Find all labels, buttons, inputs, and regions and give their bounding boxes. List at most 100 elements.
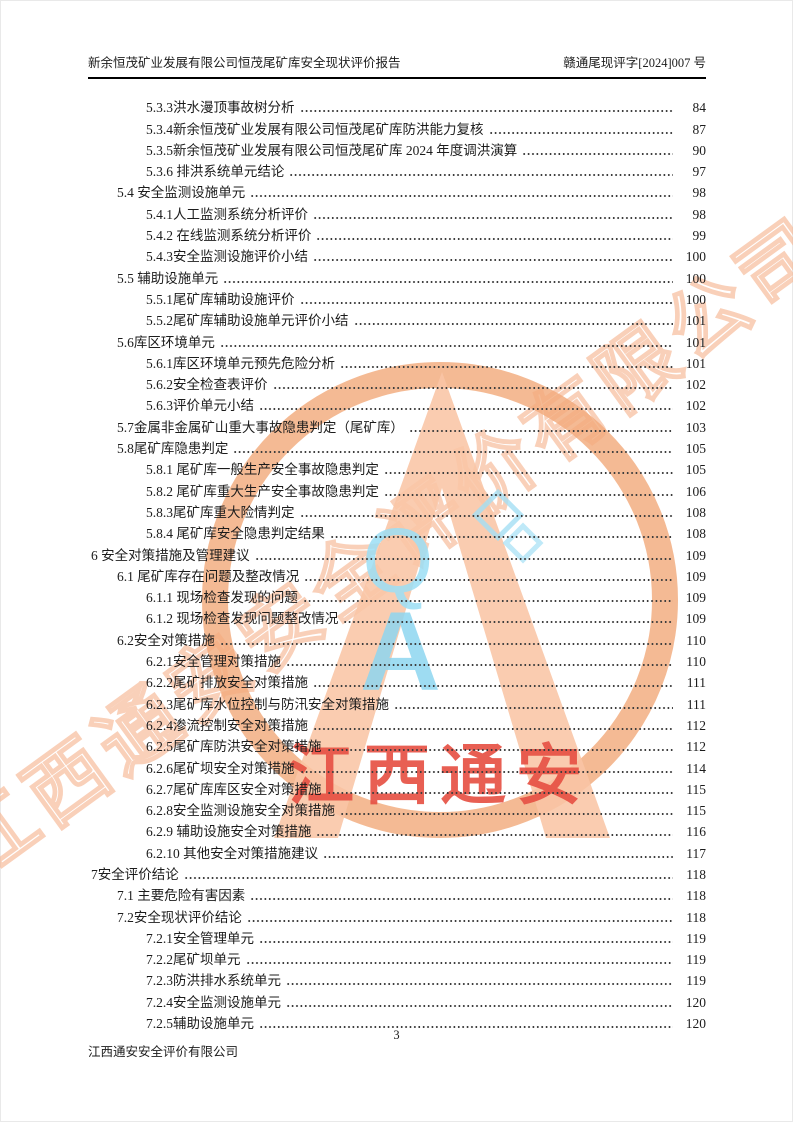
toc-entry[interactable]: 7.2安全现状评价结论 118 xyxy=(88,905,706,926)
toc-entry[interactable]: 6 安全对策措施及管理建议 109 xyxy=(88,543,706,564)
toc-entry[interactable]: 5.4.2 在线监测系统分析评价 99 xyxy=(88,224,706,245)
toc-entry[interactable]: 5.7金属非金属矿山重大事故隐患判定（尾矿库） 103 xyxy=(88,415,706,436)
toc-entry[interactable]: 7.2.5辅助设施单元 120 xyxy=(88,1012,706,1033)
toc-entry-label: 7.2.4安全监测设施单元 xyxy=(146,994,281,1010)
toc-entry[interactable]: 6.1.2 现场检查发现问题整改情况 109 xyxy=(88,607,706,628)
dot-leader xyxy=(353,321,673,328)
toc-entry-label: 7.2安全现状评价结论 xyxy=(117,909,242,925)
toc-entry-label: 6.2.6尾矿坝安全对策措施 xyxy=(146,760,295,776)
dot-leader xyxy=(219,640,673,647)
toc-entry-label: 6.2.4渗流控制安全对策措施 xyxy=(146,717,308,733)
toc-entry-page: 117 xyxy=(686,845,706,861)
toc-entry[interactable]: 6.2.10 其他安全对策措施建议 117 xyxy=(88,841,706,862)
toc-entry[interactable]: 6.2.9 辅助设施安全对策措施 116 xyxy=(88,820,706,841)
toc-entry-label: 5.8.1 尾矿库一般生产安全事故隐患判定 xyxy=(146,462,379,478)
toc-entry-label: 6.1 尾矿库存在问题及整改情况 xyxy=(117,568,300,584)
toc-entry-page: 101 xyxy=(685,313,706,329)
toc-entry[interactable]: 5.3.5新余恒茂矿业发展有限公司恒茂尾矿库 2024 年度调洪演算 90 xyxy=(88,139,706,160)
toc-entry[interactable]: 5.6.1库区环境单元预先危险分析 101 xyxy=(88,352,706,373)
toc-entry[interactable]: 7.2.3防洪排水系统单元 119 xyxy=(88,969,706,990)
toc-entry[interactable]: 7.1 主要危险有害因素 118 xyxy=(88,884,706,905)
dot-leader xyxy=(326,747,673,754)
toc-entry[interactable]: 5.8尾矿库隐患判定 105 xyxy=(88,437,706,458)
toc-entry[interactable]: 6.2.4渗流控制安全对策措施 112 xyxy=(88,714,706,735)
toc-entry[interactable]: 7.2.2尾矿坝单元 119 xyxy=(88,948,706,969)
toc-entry-label: 5.3.4新余恒茂矿业发展有限公司恒茂尾矿库防洪能力复核 xyxy=(146,121,484,137)
toc-entry[interactable]: 6.2.2尾矿排放安全对策措施 111 xyxy=(88,671,706,692)
toc-entry[interactable]: 5.8.2 尾矿库重大生产安全事故隐患判定 106 xyxy=(88,479,706,500)
toc-entry-page: 98 xyxy=(692,185,707,201)
dot-leader xyxy=(246,917,673,924)
toc-entry-label: 5.5.2尾矿库辅助设施单元评价小结 xyxy=(146,313,349,329)
toc-entry-label: 5.4.2 在线监测系统分析评价 xyxy=(146,228,312,244)
toc-entry-page: 108 xyxy=(685,504,706,520)
toc-entry[interactable]: 6.2.6尾矿坝安全对策措施 114 xyxy=(88,756,706,777)
toc-entry-label: 6.1.1 现场检查发现的问题 xyxy=(146,590,298,606)
toc-entry-label: 6.2.5尾矿库防洪安全对策措施 xyxy=(146,739,322,755)
footer-company: 江西通安安全评价有限公司 xyxy=(88,1045,239,1059)
toc-entry[interactable]: 5.6库区环境单元 101 xyxy=(88,330,706,351)
dot-leader xyxy=(313,214,673,221)
toc-entry[interactable]: 6.1.1 现场检查发现的问题 109 xyxy=(88,586,706,607)
toc-entry[interactable]: 5.3.4新余恒茂矿业发展有限公司恒茂尾矿库防洪能力复核 87 xyxy=(88,117,706,138)
toc-entry-page: 109 xyxy=(685,547,706,563)
toc-entry-page: 110 xyxy=(686,632,706,648)
toc-entry[interactable]: 5.4.3安全监测设施评价小结 100 xyxy=(88,245,706,266)
toc-entry-label: 6.2安全对策措施 xyxy=(117,632,215,648)
toc-entry[interactable]: 5.3.6 排洪系统单元结论 97 xyxy=(88,160,706,181)
toc-entry[interactable]: 6.2.5尾矿库防洪安全对策措施 112 xyxy=(88,735,706,756)
toc-entry-page: 100 xyxy=(685,291,706,307)
toc-entry-page: 87 xyxy=(692,121,707,137)
toc-entry-label: 5.3.3洪水漫顶事故树分析 xyxy=(146,100,295,116)
dot-leader xyxy=(289,172,673,179)
toc-entry[interactable]: 6.2.1安全管理对策措施 110 xyxy=(88,650,706,671)
toc-entry[interactable]: 5.5.1尾矿库辅助设施评价 100 xyxy=(88,288,706,309)
toc-entry-page: 118 xyxy=(686,888,706,904)
toc-entry[interactable]: 7安全评价结论 118 xyxy=(88,863,706,884)
toc-entry-page: 120 xyxy=(685,1016,706,1032)
report-title: 新余恒茂矿业发展有限公司恒茂尾矿库安全现状评价报告 xyxy=(88,56,401,70)
toc-entry-page: 119 xyxy=(686,952,706,968)
toc-entry[interactable]: 6.2安全对策措施 110 xyxy=(88,628,706,649)
dot-leader xyxy=(286,981,673,988)
dot-leader xyxy=(316,236,673,243)
toc-entry[interactable]: 5.5.2尾矿库辅助设施单元评价小结 101 xyxy=(88,309,706,330)
toc-entry-label: 7.2.1安全管理单元 xyxy=(146,930,254,946)
dot-leader xyxy=(250,896,673,903)
toc-entry-page: 118 xyxy=(686,909,706,925)
toc-entry[interactable]: 5.8.3尾矿库重大险情判定 108 xyxy=(88,501,706,522)
toc-entry[interactable]: 7.2.4安全监测设施单元 120 xyxy=(88,990,706,1011)
toc-entry[interactable]: 5.8.4 尾矿库安全隐患判定结果 108 xyxy=(88,522,706,543)
toc-entry-label: 5.3.5新余恒茂矿业发展有限公司恒茂尾矿库 2024 年度调洪演算 xyxy=(146,142,518,158)
toc-entry[interactable]: 6.2.7尾矿库库区安全对策措施 115 xyxy=(88,778,706,799)
dot-leader xyxy=(383,470,673,477)
toc-entry[interactable]: 5.4 安全监测设施单元 98 xyxy=(88,181,706,202)
toc-entry[interactable]: 6.2.8安全监测设施安全对策措施 115 xyxy=(88,799,706,820)
toc-entry[interactable]: 5.8.1 尾矿库一般生产安全事故隐患判定 105 xyxy=(88,458,706,479)
toc-entry-page: 84 xyxy=(692,100,707,116)
toc-entry-page: 102 xyxy=(685,377,706,393)
toc-entry[interactable]: 5.6.2安全检查表评价 102 xyxy=(88,373,706,394)
toc-entry[interactable]: 5.6.3评价单元小结 102 xyxy=(88,394,706,415)
toc-entry-label: 5.4.3安全监测设施评价小结 xyxy=(146,249,308,265)
toc-entry-label: 6.2.10 其他安全对策措施建议 xyxy=(146,845,319,861)
toc-entry-label: 6.2.7尾矿库库区安全对策措施 xyxy=(146,781,322,797)
dot-leader xyxy=(343,619,673,626)
toc-entry[interactable]: 5.3.3洪水漫顶事故树分析 84 xyxy=(88,96,706,117)
dot-leader xyxy=(299,512,673,519)
page-number: 3 xyxy=(393,1028,400,1042)
toc-entry[interactable]: 6.1 尾矿库存在问题及整改情况 109 xyxy=(88,565,706,586)
toc-entry-label: 5.4.1人工监测系统分析评价 xyxy=(146,206,308,222)
toc-entry-label: 5.4 安全监测设施单元 xyxy=(117,185,246,201)
toc-entry[interactable]: 5.5 辅助设施单元 100 xyxy=(88,266,706,287)
toc-entry-label: 5.6.2安全检查表评价 xyxy=(146,377,268,393)
dot-leader xyxy=(286,1002,673,1009)
toc-entry-page: 101 xyxy=(685,355,706,371)
dot-leader xyxy=(488,129,673,136)
toc-entry[interactable]: 7.2.1安全管理单元 119 xyxy=(88,927,706,948)
toc-entry[interactable]: 6.2.3尾矿库水位控制与防汛安全对策措施 111 xyxy=(88,692,706,713)
toc-entry-label: 7.2.3防洪排水系统单元 xyxy=(146,973,281,989)
toc-entry[interactable]: 5.4.1人工监测系统分析评价 98 xyxy=(88,202,706,223)
dot-leader xyxy=(259,1024,673,1031)
dot-leader xyxy=(323,853,673,860)
